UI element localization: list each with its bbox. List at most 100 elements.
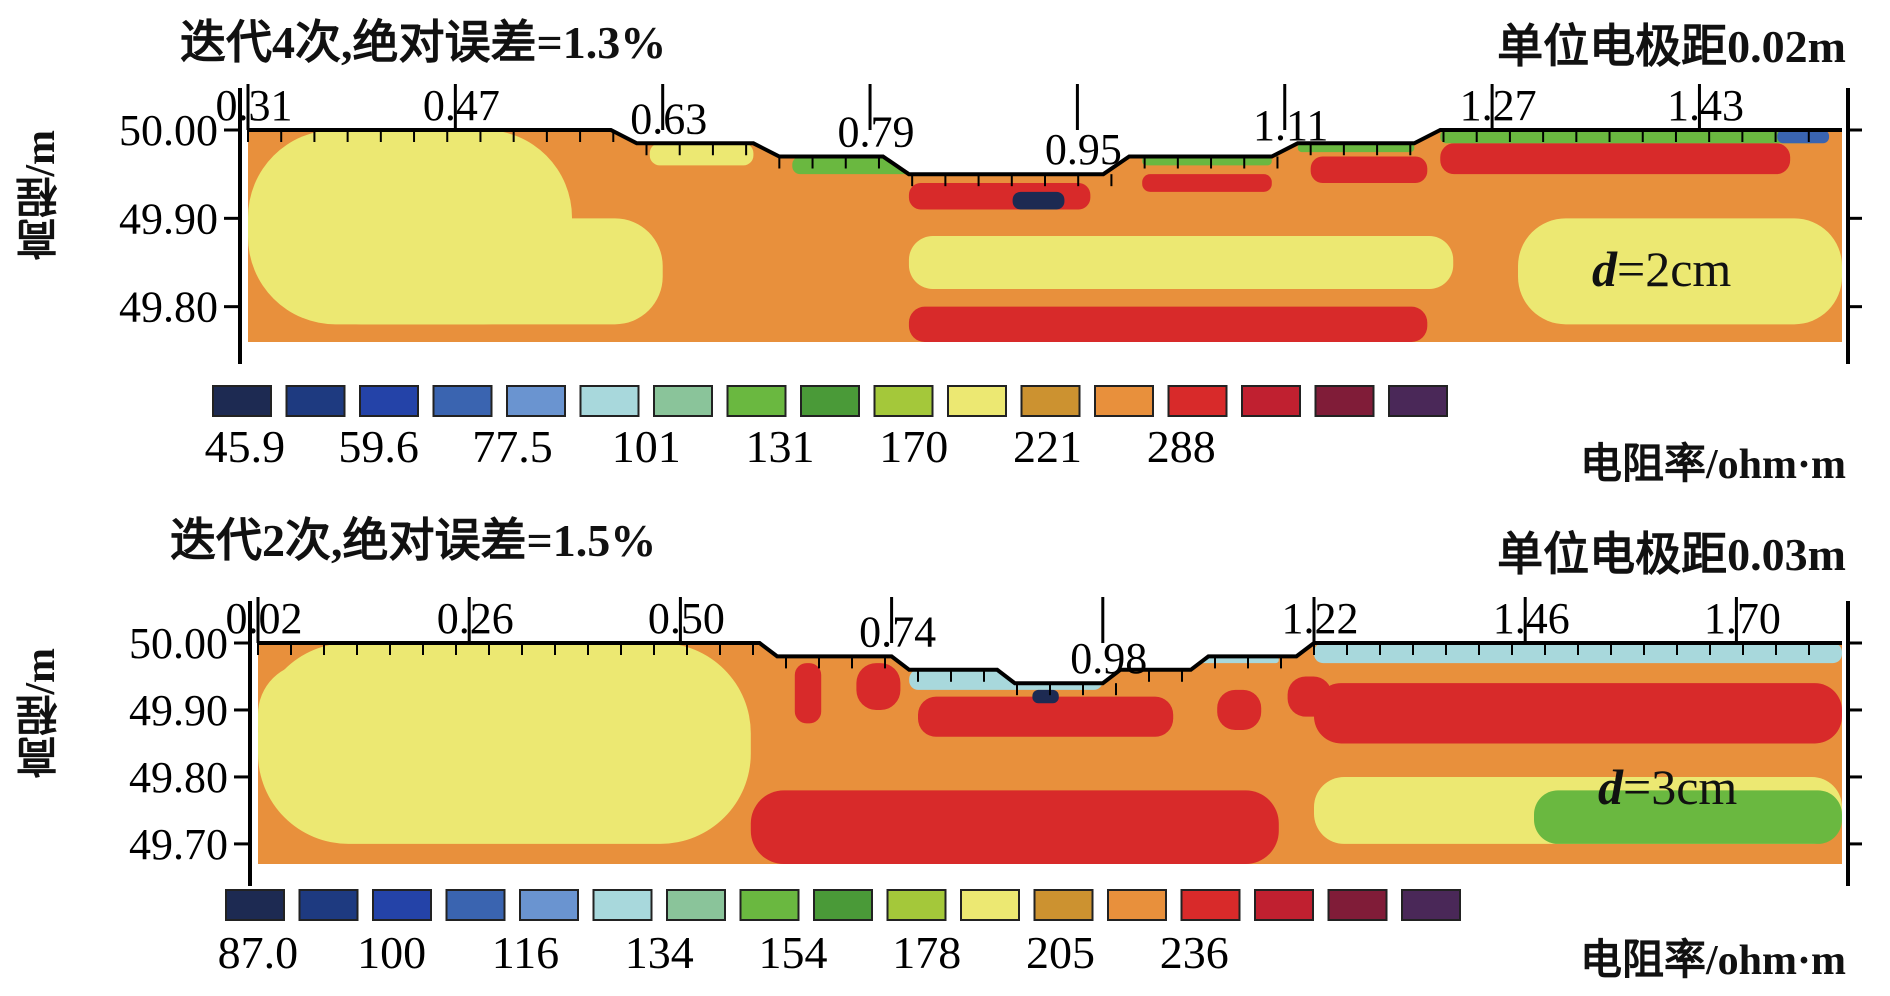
panel-1-subtitle: 单位电极距0.02m — [1497, 21, 1846, 72]
panel-2-colorbar-label: 电阻率/ohm·m — [1579, 938, 1846, 984]
colorbar-swatch-17 — [1401, 889, 1461, 921]
heatmap-region-16 — [1777, 130, 1830, 144]
y-tick-label: 49.90 — [119, 194, 218, 243]
heatmap-region-3 — [649, 143, 754, 166]
y-tick-label: 50.00 — [129, 619, 228, 668]
panel-1-heatmap-field — [248, 130, 1842, 342]
colorbar-swatch-17 — [1388, 385, 1448, 417]
colorbar-swatch-11 — [960, 889, 1020, 921]
x-tick-label: 0.74 — [859, 607, 936, 656]
colorbar-swatch-9 — [813, 889, 873, 921]
colorbar-swatch-7 — [653, 385, 713, 417]
heatmap-region-14 — [1440, 130, 1817, 144]
colorbar-swatch-1 — [225, 889, 285, 921]
heatmap-region-9 — [1310, 156, 1428, 183]
heatmap-region-10 — [1440, 143, 1791, 175]
heatmap-region-3 — [258, 663, 566, 777]
x-tick-label: 1.11 — [1253, 101, 1328, 150]
colorbar-swatch-16 — [1314, 385, 1375, 417]
colorbar-swatch-11 — [947, 385, 1007, 417]
colorbar-tick-label: 87.0 — [218, 927, 299, 978]
colorbar-tick-label: 101 — [612, 421, 681, 472]
colorbar-tick-label: 221 — [1013, 421, 1082, 472]
panel-1-colorbar-label: 电阻率/ohm·m — [1579, 442, 1846, 488]
x-tick-label: 0.63 — [630, 94, 707, 143]
panel-2-heatmap-chart: 0.02 0.26 0.50 0.74 0.98 1.22 1.46 1.70 50.00 49.… — [129, 594, 1862, 978]
x-tick-label: 1.43 — [1667, 81, 1744, 130]
x-tick-label: 0.47 — [423, 81, 500, 130]
colorbar-swatch-8 — [726, 385, 787, 417]
colorbar-swatch-14 — [1167, 385, 1228, 417]
colorbar-swatch-1 — [212, 385, 272, 417]
colorbar-tick-label: 154 — [758, 927, 827, 978]
heatmap-region-8 — [794, 663, 822, 724]
y-tick-label: 49.80 — [129, 753, 228, 802]
y-tick-label: 49.90 — [129, 686, 228, 735]
heatmap-region-8 — [1142, 174, 1272, 192]
heatmap-region-9 — [856, 663, 901, 710]
panel-1-heatmap-chart: 0.31 0.47 0.63 0.79 0.95 1.11 1.27 1.43 50.00 49.… — [119, 81, 1862, 472]
x-tick-label: 0.98 — [1070, 634, 1147, 683]
surface-profile-line — [248, 128, 1842, 177]
heatmap-region-12 — [1142, 156, 1272, 166]
colorbar-swatch-7 — [666, 889, 726, 921]
colorbar-tick-label: 236 — [1160, 927, 1229, 978]
colorbar-swatch-3 — [359, 385, 419, 417]
colorbar-swatch-4 — [432, 385, 493, 417]
x-tick-label: 0.26 — [437, 594, 514, 643]
heatmap-region-5 — [908, 236, 1454, 289]
x-tick-label: 1.27 — [1460, 81, 1537, 130]
colorbar-swatch-8 — [739, 889, 800, 921]
panel-2-subtitle: 单位电极距0.03m — [1497, 529, 1846, 580]
heatmap-region-7 — [1314, 683, 1842, 744]
panel-2-electrode-spacing-label: d=3cm — [1598, 759, 1738, 815]
colorbar-swatch-14 — [1180, 889, 1241, 921]
x-tick-label: 0.02 — [226, 594, 303, 643]
heatmap-region-5 — [750, 790, 1279, 864]
panel-2-title: 迭代2次,绝对误差=1.5% — [170, 515, 657, 566]
panel-2-heatmap-field — [258, 643, 1842, 864]
colorbar-swatch-16 — [1327, 889, 1388, 921]
heatmap-region-4 — [1534, 790, 1842, 844]
x-tick-label: 1.22 — [1282, 594, 1359, 643]
colorbar-tick-label: 45.9 — [205, 421, 286, 472]
x-tick-label: 1.70 — [1704, 594, 1781, 643]
colorbar-swatch-10 — [873, 385, 934, 417]
x-tick-label: 1.46 — [1493, 594, 1570, 643]
colorbar-swatch-5 — [506, 385, 566, 417]
heatmap-region-10 — [1217, 689, 1262, 731]
heatmap-region-15 — [1012, 191, 1065, 210]
colorbar-swatch-6 — [592, 889, 653, 921]
colorbar-swatch-10 — [886, 889, 947, 921]
heatmap-region-4 — [312, 218, 663, 325]
colorbar-tick-label: 178 — [892, 927, 961, 978]
panel-1-electrode-spacing-label: d=2cm — [1592, 241, 1732, 297]
colorbar-tick-label: 205 — [1026, 927, 1095, 978]
colorbar-tick-label: 288 — [1147, 421, 1216, 472]
x-tick-label: 0.50 — [648, 594, 725, 643]
y-tick-label: 49.70 — [129, 820, 228, 869]
resistivity-panel-1: 迭代4次,绝对误差=1.3% 单位电极距0.02m 高程/m 0.31 0.47 0… — [18, 17, 1862, 488]
colorbar-swatch-2 — [285, 385, 346, 417]
y-tick-label: 50.00 — [119, 106, 218, 155]
colorbar-swatch-4 — [445, 889, 506, 921]
colorbar-swatch-13 — [1094, 385, 1154, 417]
colorbar-swatch-9 — [800, 385, 860, 417]
heatmap-region-2 — [1518, 218, 1842, 325]
colorbar-tick-label: 131 — [745, 421, 814, 472]
x-tick-label: 0.95 — [1045, 125, 1122, 174]
heatmap-region-15 — [1032, 689, 1059, 704]
colorbar-tick-label: 134 — [625, 927, 694, 978]
colorbar-swatch-13 — [1107, 889, 1167, 921]
colorbar-swatch-12 — [1020, 385, 1081, 417]
colorbar-tick-label: 59.6 — [338, 421, 419, 472]
colorbar-swatch-12 — [1033, 889, 1094, 921]
heatmap-region-11 — [792, 156, 1065, 175]
colorbar-swatch-5 — [519, 889, 579, 921]
colorbar-tick-label: 100 — [357, 927, 426, 978]
colorbar-swatch-15 — [1254, 889, 1314, 921]
resistivity-panel-2: 迭代2次,绝对误差=1.5% 单位电极距0.03m 高程/m 0.02 0.26 0… — [0, 498, 1890, 996]
colorbar-swatch-15 — [1241, 385, 1301, 417]
heatmap-region-6 — [908, 306, 1428, 342]
colorbar-tick-label: 116 — [492, 927, 559, 978]
